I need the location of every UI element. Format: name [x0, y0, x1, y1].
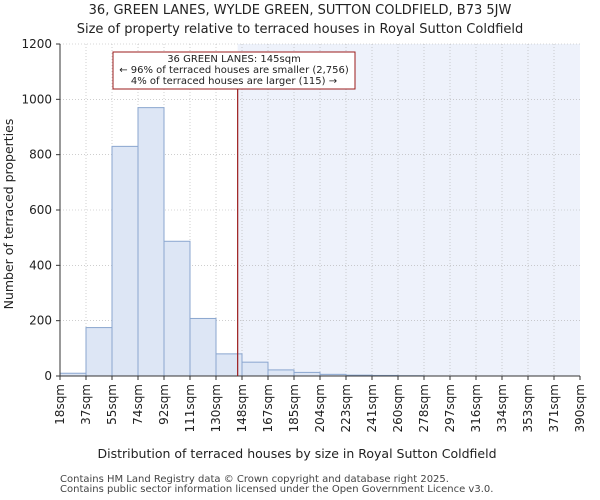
histogram-bar: [163, 240, 191, 377]
y-tick-label: 1200: [21, 37, 52, 51]
x-tick-label: 260sqm: [391, 384, 405, 432]
x-tick-label: 204sqm: [313, 384, 327, 432]
x-tick-label: 297sqm: [443, 384, 457, 432]
y-tick-label: 600: [29, 203, 52, 217]
x-tick-label: 18sqm: [53, 384, 67, 425]
x-tick-label: 92sqm: [157, 384, 171, 425]
x-tick-label: 223sqm: [339, 384, 353, 432]
histogram-bar: [293, 371, 321, 377]
y-tick-label: 800: [29, 148, 52, 162]
x-tick-label: 278sqm: [417, 384, 431, 432]
chart-title: 36, GREEN LANES, WYLDE GREEN, SUTTON COL…: [89, 3, 512, 18]
y-tick-label: 400: [29, 258, 52, 272]
y-axis-label: Number of terraced properties: [1, 119, 16, 310]
histogram-bar: [111, 145, 139, 377]
x-tick-label: 334sqm: [495, 384, 509, 432]
footer-copyright: Contains HM Land Registry data © Crown c…: [60, 474, 449, 485]
x-tick-label: 390sqm: [573, 384, 587, 432]
y-tick-label: 200: [29, 314, 52, 328]
histogram-bar: [241, 361, 269, 377]
x-tick-label: 148sqm: [235, 384, 249, 432]
histogram-bar: [189, 317, 217, 377]
x-tick-label: 185sqm: [287, 384, 301, 432]
x-tick-label: 74sqm: [131, 384, 145, 425]
x-tick-label: 111sqm: [183, 384, 197, 432]
annotation-line1: 36 GREEN LANES: 145sqm: [167, 54, 301, 65]
histogram-bar: [137, 107, 165, 377]
x-tick-label: 371sqm: [547, 384, 561, 432]
x-tick-label: 55sqm: [105, 384, 119, 425]
x-tick-label: 316sqm: [469, 384, 483, 432]
x-tick-label: 241sqm: [365, 384, 379, 432]
histogram-bar: [267, 369, 295, 377]
x-tick-label: 353sqm: [521, 384, 535, 432]
footer-licence: Contains public sector information licen…: [60, 484, 494, 495]
x-tick-label: 37sqm: [79, 384, 93, 425]
annotation-line2: ← 96% of terraced houses are smaller (2,…: [119, 65, 349, 76]
y-tick-label: 1000: [21, 92, 52, 106]
annotation-line3: 4% of terraced houses are larger (115) →: [131, 76, 337, 87]
x-tick-label: 167sqm: [261, 384, 275, 432]
chart-subtitle: Size of property relative to terraced ho…: [77, 22, 524, 37]
y-tick-label: 0: [44, 369, 52, 383]
x-tick-label: 130sqm: [209, 384, 223, 432]
x-axis-label: Distribution of terraced houses by size …: [98, 446, 497, 461]
histogram-bar: [85, 327, 113, 377]
histogram-chart: 36, GREEN LANES, WYLDE GREEN, SUTTON COL…: [1, 3, 587, 461]
annotation-box: 36 GREEN LANES: 145sqm ← 96% of terraced…: [112, 51, 356, 90]
